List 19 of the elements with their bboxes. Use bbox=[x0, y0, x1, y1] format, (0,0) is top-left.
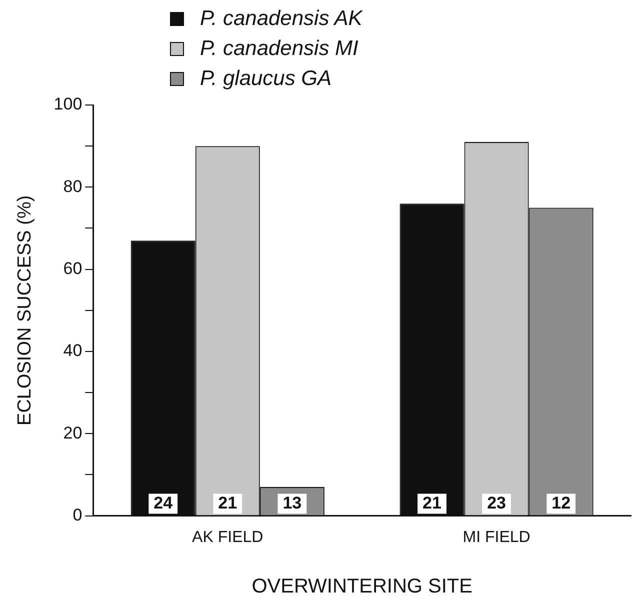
annotation: 21 bbox=[422, 493, 442, 512]
legend-label: P. canadensis MI bbox=[200, 37, 358, 61]
x-axis-title: OVERWINTERING SITE bbox=[252, 576, 472, 598]
y-axis-title: ECLOSION SUCCESS (%) bbox=[14, 195, 36, 426]
annotation: 13 bbox=[282, 493, 302, 512]
annotation: 24 bbox=[154, 493, 174, 512]
annotation: 23 bbox=[487, 493, 506, 512]
y-tick-label: 80 bbox=[63, 176, 82, 196]
legend-label: P. canadensis AK bbox=[200, 7, 362, 31]
y-tick-label: 0 bbox=[72, 505, 82, 524]
y-tick-label: 100 bbox=[54, 94, 82, 114]
annotation: 21 bbox=[218, 493, 238, 512]
x-tick-label: MI FIELD bbox=[462, 528, 530, 546]
y-tick-label: 40 bbox=[63, 341, 82, 360]
legend-label: P. glaucus GA bbox=[200, 67, 332, 91]
annotation: 12 bbox=[552, 493, 571, 512]
y-tick-label: 60 bbox=[63, 259, 82, 278]
x-tick-label: AK FIELD bbox=[192, 528, 264, 546]
y-tick-label: 20 bbox=[63, 423, 82, 442]
